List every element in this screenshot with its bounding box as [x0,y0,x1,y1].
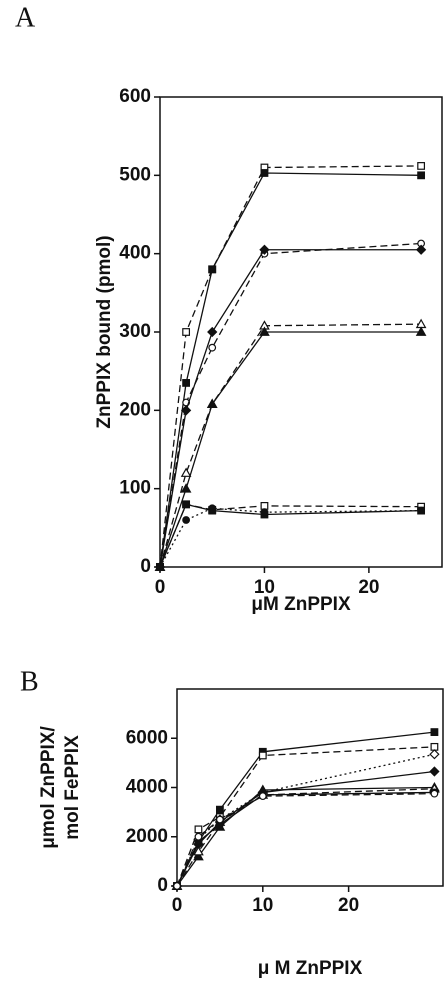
marker [207,326,218,338]
y-axis-label: ZnPPIX bound (pmol) [94,235,115,428]
x-tick-label: 10 [252,895,273,916]
marker [258,751,267,760]
marker [260,169,269,177]
marker [180,483,192,493]
marker [194,832,203,841]
series-line [159,249,422,568]
x-tick-label: 20 [358,577,379,598]
marker [206,398,218,408]
y-tick-label: 0 [140,556,151,577]
marker [417,162,426,170]
series-line [176,731,435,887]
marker [417,506,426,515]
marker [208,265,217,274]
y-tick-label: 300 [119,321,151,342]
y-tick-label: 2000 [126,826,168,847]
marker [417,171,426,180]
series-line [159,165,422,568]
y-axis-label: mol FePPIX [62,735,83,840]
marker [180,405,192,416]
marker [216,815,224,824]
marker [415,326,427,336]
x-tick-label: 0 [172,895,183,916]
x-tick-label: 0 [155,577,166,598]
marker [260,502,269,510]
marker [208,504,217,513]
x-axis-label: μM ZnPPIX [251,594,351,615]
series-line [176,791,435,887]
y-tick-label: 600 [119,86,151,107]
marker [429,766,440,777]
marker [182,500,191,509]
marker [208,343,217,352]
panel-label: A [15,2,36,33]
panel-label: B [20,666,39,697]
marker [182,328,191,336]
y-tick-label: 0 [157,875,168,896]
x-tick-label: 10 [254,577,275,598]
y-tick-label: 4000 [126,777,168,798]
marker [180,467,192,477]
marker [193,846,204,856]
marker [259,326,270,336]
marker [429,749,440,760]
marker [415,244,427,255]
series-line [159,507,422,568]
y-tick-label: 500 [119,164,151,185]
marker [260,508,269,517]
x-axis-label: μ M ZnPPIX [258,958,363,979]
x-tick-label: 20 [338,895,359,916]
marker [430,789,439,798]
series-line [159,242,422,568]
series-line [176,793,435,887]
marker [430,728,439,736]
marker [173,882,181,890]
y-tick-label: 200 [119,399,151,420]
marker [216,805,224,814]
marker [182,379,191,387]
marker [182,516,191,524]
series-line [176,788,435,887]
marker [194,825,203,834]
marker [258,792,267,801]
series-line [159,331,422,568]
series-line [176,786,435,887]
y-tick-label: 6000 [126,727,168,748]
marker [259,244,270,255]
y-axis-label: μmol ZnPPIX/ [38,726,59,849]
series-line [159,503,422,568]
marker [156,563,164,571]
y-tick-label: 400 [119,243,151,264]
y-tick-label: 100 [119,478,151,499]
